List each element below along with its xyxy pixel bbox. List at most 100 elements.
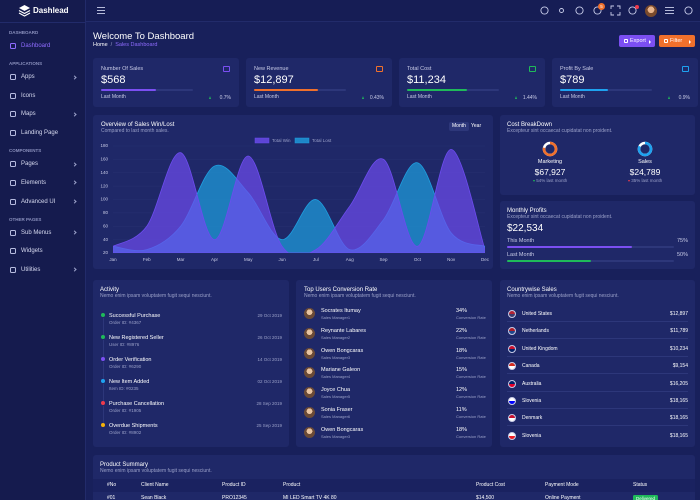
activity-id: Order ID: #8902 bbox=[109, 430, 142, 435]
nav-item[interactable]: Utilities bbox=[0, 264, 85, 276]
activity-dot bbox=[101, 401, 105, 405]
nav-item[interactable]: Elements bbox=[0, 177, 85, 189]
series-area bbox=[113, 148, 485, 253]
nav-label: Widgets bbox=[21, 248, 43, 255]
card-title: Activity bbox=[100, 287, 120, 293]
table-cell: #01 bbox=[107, 495, 116, 500]
cart-badge: 5 bbox=[598, 3, 605, 10]
sidebar-section-title: DASHBOARD bbox=[9, 30, 39, 35]
topbar-icon bbox=[559, 8, 564, 13]
user-role: Sales Manager4 bbox=[321, 374, 351, 380]
stat-value: $12,897 bbox=[254, 74, 294, 86]
stat-icon bbox=[529, 66, 536, 72]
activity-id: Order ID: #6290 bbox=[109, 364, 142, 369]
breakdown-value: $67,927 bbox=[534, 167, 566, 177]
activity-id: Item ID: #0235 bbox=[109, 386, 139, 391]
x-tick-label: Nov bbox=[447, 257, 456, 262]
stat-period: Last Month bbox=[560, 94, 585, 100]
activity-title: Order Verification bbox=[109, 357, 152, 363]
change-text: 54% last month bbox=[536, 178, 568, 183]
chart-tab[interactable]: Month bbox=[449, 122, 469, 131]
nav-icon bbox=[10, 266, 16, 273]
activity-dot bbox=[101, 357, 105, 361]
user-name: Sonia Fraser bbox=[321, 407, 353, 413]
nav-icon bbox=[10, 179, 16, 186]
stat-card: Total Cost $11,234 Last Month 1.44% bbox=[399, 58, 545, 107]
user-role: Sales Manager1 bbox=[321, 315, 351, 320]
chart-subtitle: Compared to last month sales. bbox=[101, 128, 169, 134]
y-tick-label: 100 bbox=[100, 197, 108, 202]
activity-title: New Registered Seller bbox=[109, 335, 164, 341]
profit-value: $22,534 bbox=[507, 223, 544, 234]
topbar-icon bbox=[540, 6, 549, 15]
user-name: Owen Bongcaras bbox=[321, 426, 364, 433]
activity-date: 25 Sep 2019 bbox=[256, 423, 282, 428]
nav-item[interactable]: Widgets bbox=[0, 245, 85, 257]
country-name: United States bbox=[522, 311, 553, 317]
x-tick-label: Dec bbox=[481, 257, 490, 262]
cost-breakdown-card: Cost BreakDown Excepteur sint occaecat cu… bbox=[500, 115, 695, 195]
activity-id: Order ID: #1905 bbox=[109, 408, 142, 413]
country-flag bbox=[508, 431, 516, 440]
card-subtitle: Excepteur sint occaecat cupidatat non pr… bbox=[507, 214, 613, 220]
nav-item[interactable]: Dashboard bbox=[0, 40, 85, 52]
country-name: Slovenia bbox=[522, 398, 542, 404]
country-name: Canada bbox=[522, 363, 540, 370]
y-tick-label: 160 bbox=[100, 157, 108, 162]
profit-row-label: Last Month bbox=[507, 252, 535, 258]
nav-item[interactable]: Landing Page bbox=[0, 127, 85, 139]
x-tick-label: Apr bbox=[211, 257, 219, 262]
country-name: Australia bbox=[522, 380, 542, 387]
country-sales: $18,165 bbox=[669, 432, 688, 439]
activity-card: Activity Nemo enim ipsam voluptatem fugit… bbox=[93, 280, 289, 447]
user-rate: 15% bbox=[456, 367, 468, 374]
donut-ring bbox=[637, 141, 653, 157]
progress-bar bbox=[407, 89, 467, 91]
user-avatar[interactable] bbox=[645, 5, 657, 17]
header-button[interactable]: Export bbox=[619, 35, 655, 47]
table-header-cell: Product ID bbox=[222, 482, 246, 488]
chart-tab[interactable]: Year bbox=[471, 123, 482, 129]
nav-item[interactable]: Apps bbox=[0, 71, 85, 83]
breadcrumb-item: Sales Dashboard bbox=[115, 42, 158, 48]
ring-value bbox=[542, 141, 558, 157]
timeline-line bbox=[102, 384, 104, 401]
nav-label: Landing Page bbox=[21, 130, 59, 137]
top-users-card: Top Users Conversion Rate Nemo enim ipsam… bbox=[296, 280, 492, 447]
x-tick-label: Aug bbox=[346, 257, 355, 262]
country-flag bbox=[508, 362, 516, 371]
x-tick-label: Feb bbox=[143, 257, 151, 262]
breadcrumb: Home / Sales Dashboard bbox=[93, 42, 158, 49]
nav-item[interactable]: Sub Menus bbox=[0, 227, 85, 239]
nav-label: Dashboard bbox=[21, 43, 51, 49]
nav-item[interactable]: Icons bbox=[0, 90, 85, 102]
country-flag bbox=[508, 327, 516, 336]
activity-date: 29 Oct 2019 bbox=[257, 313, 282, 318]
nav-item[interactable]: Advanced UI bbox=[0, 196, 85, 208]
activity-title: Overdue Shipments bbox=[109, 423, 158, 429]
nav-chevron bbox=[72, 267, 77, 273]
nav-item[interactable]: Pages bbox=[0, 158, 85, 170]
row-divider bbox=[507, 425, 688, 426]
table-cell: $14,500 bbox=[476, 495, 495, 500]
activity-id: Order ID: #4367 bbox=[109, 320, 142, 325]
nav-chevron bbox=[72, 112, 77, 117]
country-name: Netherlands bbox=[522, 328, 549, 335]
button-label: Filter bbox=[670, 37, 683, 44]
y-tick-label: 140 bbox=[100, 170, 108, 175]
table-header-cell: Product Cost bbox=[476, 482, 505, 488]
card-subtitle: Excepteur sint occaecat cupidatat non pr… bbox=[507, 128, 613, 134]
icon-shape bbox=[593, 6, 602, 15]
header-button[interactable]: Filter bbox=[659, 35, 695, 47]
user-avatar bbox=[304, 367, 315, 379]
nav-item[interactable]: Maps bbox=[0, 108, 85, 120]
user-avatar bbox=[304, 426, 315, 438]
breakdown-change: 35% last month bbox=[615, 178, 675, 184]
user-avatar bbox=[304, 387, 315, 399]
area-chart: 20 40 60 80 100 120 140 160 180 Jan Feb Mar Apr May Ju… bbox=[100, 137, 490, 262]
topbar-icon bbox=[610, 5, 621, 16]
user-name: Owen Bongcaras bbox=[321, 347, 364, 354]
stat-icon bbox=[223, 66, 230, 72]
breadcrumb-item[interactable]: Home bbox=[93, 42, 108, 48]
nav-chevron bbox=[72, 161, 77, 167]
